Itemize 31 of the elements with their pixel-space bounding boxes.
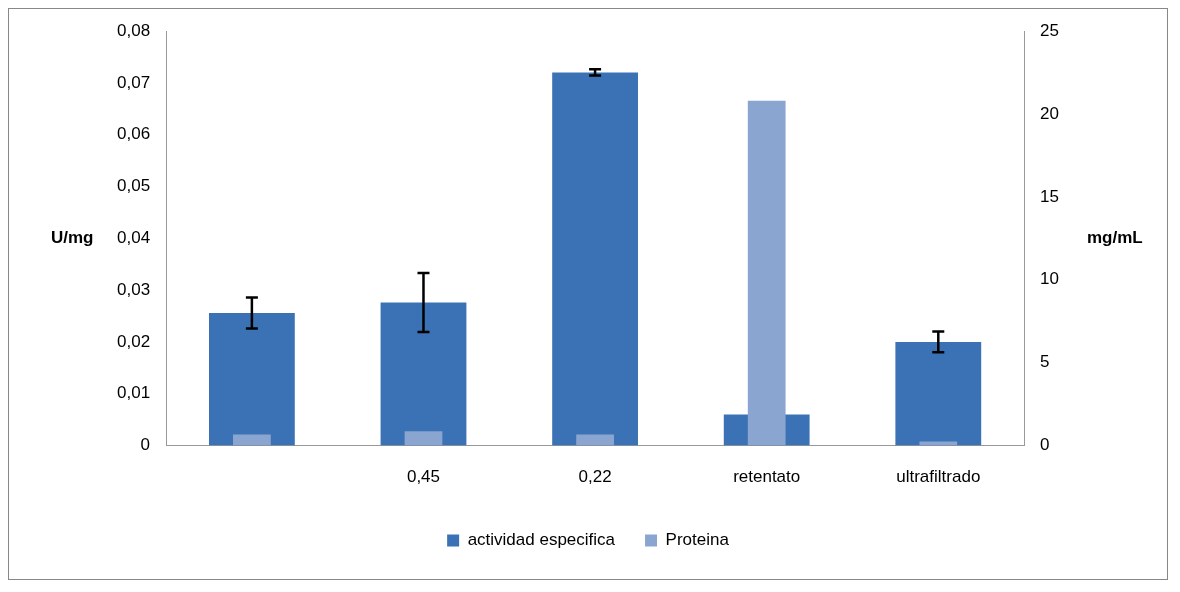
y-tick-label: 0,05: [116, 176, 151, 196]
y-tick-label: 0,08: [116, 20, 151, 40]
y2-tick-label: 15: [1040, 186, 1060, 206]
bar: [233, 434, 271, 446]
bar: [895, 341, 982, 446]
x-tick-label: retentato: [733, 467, 801, 487]
bar: [404, 431, 443, 446]
y-tick-label: 0,04: [116, 227, 151, 247]
y-tick-label: 0: [140, 435, 151, 455]
y2-tick-label: 20: [1040, 103, 1060, 123]
x-tick-label: 0,22: [578, 467, 612, 487]
legend-label: actividad especifica: [467, 530, 616, 550]
bar: [919, 441, 958, 446]
bar: [208, 312, 295, 446]
y-tick-label: 0,07: [116, 72, 151, 92]
y-tick-label: 0,02: [116, 331, 151, 351]
y-tick-label: 0,01: [116, 383, 151, 403]
y2-tick-label: 0: [1040, 435, 1050, 455]
legend-label: Proteina: [665, 530, 730, 550]
x-tick-label: 0,45: [406, 467, 441, 487]
y-tick-label: 0,06: [116, 124, 151, 144]
x-tick-label: ultrafiltrado: [896, 467, 981, 487]
y-tick-label: 0,03: [116, 279, 151, 299]
y2-tick-label: 10: [1040, 269, 1060, 289]
y-axis-title: U/mg: [51, 227, 94, 247]
bar: [576, 434, 614, 446]
y2-tick-label: 25: [1040, 20, 1060, 40]
bar: [380, 302, 467, 446]
bar: [552, 72, 638, 446]
y2-tick-label: 5: [1040, 352, 1050, 372]
y2-axis-title: mg/mL: [1087, 227, 1143, 247]
